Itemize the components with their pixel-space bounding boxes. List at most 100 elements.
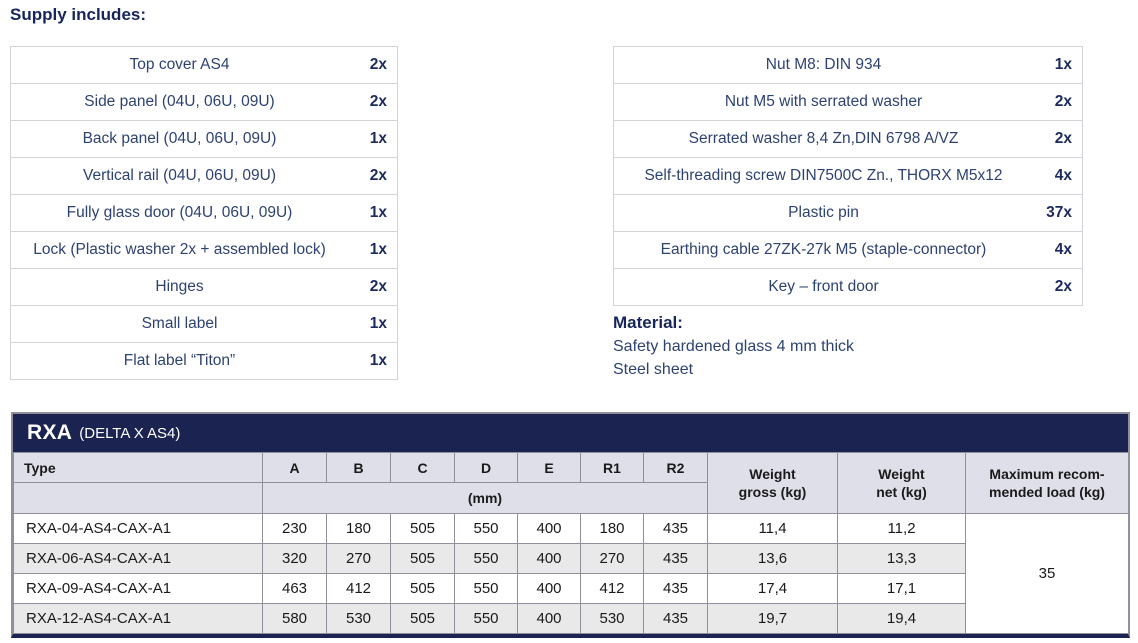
spec-header-row: Type A B C D E R1 R2 Weight gross (kg) W… <box>13 452 1129 514</box>
cell-e: 400 <box>517 603 581 634</box>
supply-row: Serrated washer 8,4 Zn,DIN 6798 A/VZ 2x <box>613 120 1083 158</box>
supply-item-qty: 2x <box>1033 268 1083 306</box>
cell-weight-net: 19,4 <box>837 603 966 634</box>
cell-weight-net: 17,1 <box>837 573 966 604</box>
supply-row: Nut M8: DIN 934 1x <box>613 46 1083 84</box>
supply-item-qty: 2x <box>348 83 398 121</box>
col-header-weight-gross: Weight gross (kg) <box>707 452 838 514</box>
supply-row: Vertical rail (04U, 06U, 09U) 2x <box>10 157 398 195</box>
supply-item-label: Serrated washer 8,4 Zn,DIN 6798 A/VZ <box>613 120 1033 158</box>
col-header-r2: R2 <box>643 452 708 483</box>
col-header-c: C <box>390 452 455 483</box>
cell-d: 550 <box>454 603 518 634</box>
spec-data-row: RXA-04-AS4-CAX-A1 230 180 505 550 400 18… <box>13 513 1129 634</box>
cell-a: 230 <box>262 513 327 544</box>
cell-r2: 435 <box>643 573 708 604</box>
cell-weight-gross: 11,4 <box>707 513 838 544</box>
supply-item-qty: 1x <box>348 194 398 232</box>
supply-item-qty: 2x <box>348 268 398 306</box>
cell-type: RXA-06-AS4-CAX-A1 <box>13 543 263 574</box>
supply-item-label: Lock (Plastic washer 2x + assembled lock… <box>10 231 348 269</box>
spec-table-section: RXA (DELTA X AS4) Type A B C D E R1 R2 <box>11 412 1130 638</box>
col-header-type: Type <box>13 452 263 483</box>
spec-table-title-band: RXA (DELTA X AS4) <box>13 414 1128 452</box>
supply-item-label: Nut M5 with serrated washer <box>613 83 1033 121</box>
cell-weight-net: 13,3 <box>837 543 966 574</box>
cell-r1: 412 <box>580 573 644 604</box>
supply-row: Top cover AS4 2x <box>10 46 398 84</box>
spec-data-row: RXA-06-AS4-CAX-A1 320 270 505 550 400 27… <box>13 543 1129 574</box>
supply-item-label: Top cover AS4 <box>10 46 348 84</box>
col-header-max-load: Maximum recom- mended load (kg) <box>965 452 1129 514</box>
series-name: RXA <box>27 421 73 444</box>
cell-b: 180 <box>326 513 391 544</box>
cell-e: 400 <box>517 513 581 544</box>
spec-data-row: RXA-09-AS4-CAX-A1 463 412 505 550 400 41… <box>13 573 1129 604</box>
supply-item-qty: 1x <box>348 305 398 343</box>
supply-item-label: Small label <box>10 305 348 343</box>
supply-table-left: Top cover AS4 2x Side panel (04U, 06U, 09… <box>10 46 398 380</box>
cell-r1: 180 <box>580 513 644 544</box>
series-note: (DELTA X AS4) <box>79 424 181 442</box>
cell-c: 505 <box>390 513 455 544</box>
supply-item-label: Hinges <box>10 268 348 306</box>
supply-item-qty: 2x <box>1033 83 1083 121</box>
supply-row: Small label 1x <box>10 305 398 343</box>
supply-item-qty: 2x <box>348 157 398 195</box>
material-line: Steel sheet <box>613 361 694 378</box>
cell-b: 530 <box>326 603 391 634</box>
supply-item-label: Plastic pin <box>613 194 1033 232</box>
weight-net-line2: net (kg) <box>876 484 927 500</box>
supply-item-qty: 1x <box>348 231 398 269</box>
supply-item-label: Nut M8: DIN 934 <box>613 46 1033 84</box>
col-header-weight-net: Weight net (kg) <box>837 452 966 514</box>
cell-a: 463 <box>262 573 327 604</box>
supply-row: Lock (Plastic washer 2x + assembled lock… <box>10 231 398 269</box>
supply-row: Key – front door 2x <box>613 268 1083 306</box>
supply-includes-title: Supply includes: <box>10 5 147 24</box>
supply-item-qty: 4x <box>1033 157 1083 195</box>
cell-r2: 435 <box>643 513 708 544</box>
max-load-line2: mended load (kg) <box>989 484 1105 500</box>
supply-item-qty: 1x <box>348 342 398 380</box>
material-line: Safety hardened glass 4 mm thick <box>613 338 855 355</box>
supply-row: Earthing cable 27ZK-27k M5 (staple-conne… <box>613 231 1083 269</box>
supply-item-label: Self-threading screw DIN7500C Zn., THORX… <box>613 157 1033 195</box>
supply-item-label: Back panel (04U, 06U, 09U) <box>10 120 348 158</box>
supply-row: Side panel (04U, 06U, 09U) 2x <box>10 83 398 121</box>
supply-item-qty: 4x <box>1033 231 1083 269</box>
supply-item-label: Fully glass door (04U, 06U, 09U) <box>10 194 348 232</box>
cell-c: 505 <box>390 543 455 574</box>
supply-table-right: Nut M8: DIN 934 1x Nut M5 with serrated w… <box>613 46 1083 306</box>
col-header-b: B <box>326 452 391 483</box>
supply-item-qty: 1x <box>348 120 398 158</box>
supply-item-qty: 2x <box>1033 120 1083 158</box>
cell-weight-gross: 17,4 <box>707 573 838 604</box>
cell-weight-gross: 13,6 <box>707 543 838 574</box>
cell-max-load: 35 <box>965 513 1129 634</box>
supply-item-label: Side panel (04U, 06U, 09U) <box>10 83 348 121</box>
col-header-a: A <box>262 452 327 483</box>
cell-c: 505 <box>390 603 455 634</box>
cell-d: 550 <box>454 543 518 574</box>
supply-item-qty: 2x <box>348 46 398 84</box>
col-header-d: D <box>454 452 518 483</box>
supply-row: Back panel (04U, 06U, 09U) 1x <box>10 120 398 158</box>
cell-r2: 435 <box>643 603 708 634</box>
cell-type: RXA-04-AS4-CAX-A1 <box>13 513 263 544</box>
supply-row: Self-threading screw DIN7500C Zn., THORX… <box>613 157 1083 195</box>
supply-row: Flat label “Titon” 1x <box>10 342 398 380</box>
cell-r2: 435 <box>643 543 708 574</box>
material-title: Material: <box>613 313 683 332</box>
col-header-r1: R1 <box>580 452 644 483</box>
supply-item-label: Flat label “Titon” <box>10 342 348 380</box>
supply-item-label: Earthing cable 27ZK-27k M5 (staple-conne… <box>613 231 1033 269</box>
unit-row-blank-cell <box>13 482 263 514</box>
cell-e: 400 <box>517 543 581 574</box>
cell-b: 270 <box>326 543 391 574</box>
col-header-e: E <box>517 452 581 483</box>
cell-e: 400 <box>517 573 581 604</box>
cell-b: 412 <box>326 573 391 604</box>
cell-r1: 530 <box>580 603 644 634</box>
max-load-line1: Maximum recom- <box>989 466 1105 482</box>
